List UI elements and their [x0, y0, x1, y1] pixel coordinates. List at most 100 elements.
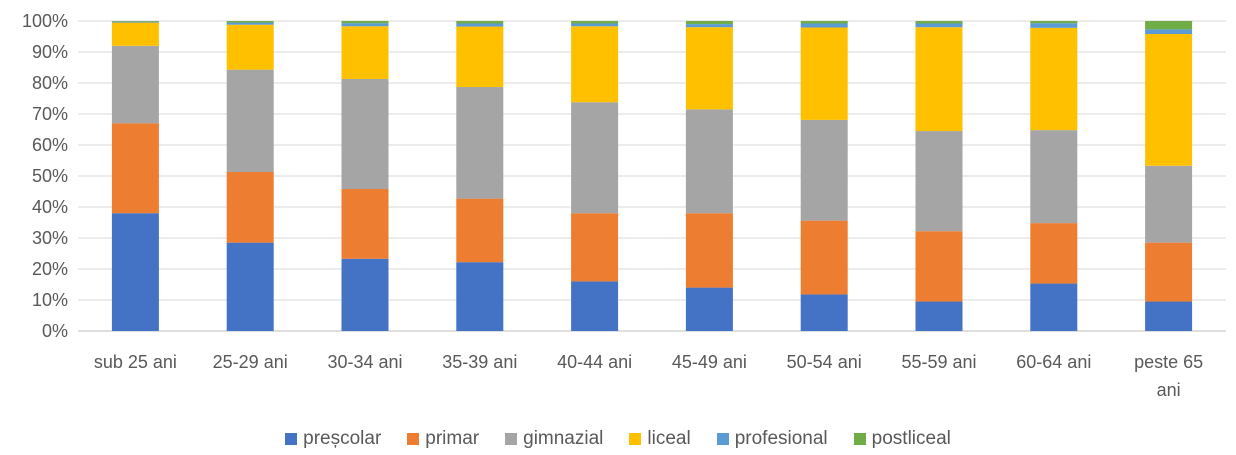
bar-segment	[111, 21, 159, 22]
bar-segment	[800, 21, 848, 24]
bar-segment	[571, 281, 619, 331]
bar-segment	[685, 21, 733, 25]
bar-segment	[456, 198, 504, 263]
legend-swatch	[285, 433, 298, 445]
bar-segment	[1030, 283, 1078, 331]
y-tick-label: 30%	[32, 228, 68, 248]
y-axis-ticks: 0% 10% 20% 30% 40% 50% 60% 70% 80% 90% 100%	[22, 11, 68, 341]
bar-segment	[456, 87, 504, 199]
legend-label: liceal	[647, 428, 691, 449]
x-tick-label: peste 65 ani	[1134, 352, 1203, 400]
bar-segment	[571, 213, 619, 282]
x-tick-label: 60-64 ani	[1016, 352, 1091, 372]
legend-swatch	[853, 433, 866, 445]
bar-segment	[456, 23, 504, 27]
bar-segment	[915, 231, 963, 302]
bar-segment	[1145, 165, 1193, 243]
bar-segment	[341, 78, 389, 190]
bar-segment	[341, 258, 389, 331]
bar-segment	[111, 213, 159, 331]
bar-segment	[111, 123, 159, 214]
legend-item: gimnazial	[505, 428, 603, 450]
bar-segment	[800, 119, 848, 221]
legend-label: primar	[425, 428, 480, 449]
legend-item: liceal	[629, 428, 691, 450]
stacked-bar-chart: 0% 10% 20% 30% 40% 50% 60% 70% 80% 90% 100% sub 25…	[22, 11, 1226, 400]
bar-segment	[685, 287, 733, 331]
y-tick-label: 60%	[32, 135, 68, 155]
bar-segment	[1145, 29, 1193, 35]
bar-segment	[685, 109, 733, 214]
bar-segment	[1030, 23, 1078, 28]
bar-segment	[915, 131, 963, 232]
y-tick-label: 20%	[32, 259, 68, 279]
y-tick-label: 100%	[22, 11, 68, 31]
x-tick-label: 55-59 ani	[901, 352, 976, 372]
y-tick-label: 90%	[32, 42, 68, 62]
bar-segment	[1030, 27, 1078, 131]
bar-segment	[226, 69, 274, 172]
x-tick-label: 50-54 ani	[787, 352, 862, 372]
bar-segment	[800, 27, 848, 120]
legend-label: postliceal	[871, 428, 951, 449]
bar-segment	[111, 45, 159, 124]
bars	[111, 21, 1193, 331]
bar-segment	[915, 21, 963, 24]
bar-segment	[571, 21, 619, 24]
legend-swatch	[629, 433, 642, 445]
legend-item: preșcolar	[285, 428, 381, 450]
bar-segment	[456, 21, 504, 24]
bar-segment	[915, 23, 963, 28]
x-axis-ticks: sub 25 ani 25-29 ani 30-34 ani 35-39 ani 40-…	[94, 352, 1203, 400]
legend-swatch	[407, 433, 420, 445]
x-tick-label: 25-29 ani	[213, 352, 288, 372]
legend-item: postliceal	[853, 428, 951, 450]
x-tick-label: sub 25 ani	[94, 352, 177, 372]
legend-label: profesional	[734, 428, 828, 449]
bar-segment	[1145, 34, 1193, 166]
bar-segment	[915, 301, 963, 331]
y-tick-label: 40%	[32, 197, 68, 217]
bar-segment	[685, 27, 733, 110]
bar-segment	[1030, 223, 1078, 284]
bar-segment	[1145, 301, 1193, 331]
bar-segment	[226, 242, 274, 331]
bar-segment	[685, 213, 733, 288]
bar-segment	[341, 26, 389, 79]
bar-segment	[341, 189, 389, 259]
bar-segment	[1145, 21, 1193, 30]
legend-label: gimnazial	[523, 428, 604, 449]
bar-segment	[1030, 21, 1078, 24]
bar-segment	[341, 23, 389, 27]
bar-segment	[226, 24, 274, 70]
bar-segment	[226, 171, 274, 243]
bar-segment	[800, 294, 848, 331]
bar-segment	[800, 220, 848, 295]
bar-segment	[1145, 242, 1193, 302]
bar-segment	[111, 22, 159, 46]
bar-segment	[111, 21, 159, 23]
legend: preșcolar primar gimnazial liceal profesiona…	[0, 428, 1236, 450]
bar-segment	[341, 21, 389, 24]
legend-swatch	[716, 433, 729, 445]
bar-segment	[456, 262, 504, 331]
bar-segment	[915, 27, 963, 132]
bar-segment	[1030, 130, 1078, 224]
y-tick-label: 10%	[32, 290, 68, 310]
x-tick-label: 30-34 ani	[327, 352, 402, 372]
bar-segment	[685, 24, 733, 28]
bar-segment	[800, 23, 848, 28]
y-tick-label: 80%	[32, 73, 68, 93]
legend-label: preșcolar	[303, 428, 382, 449]
legend-item: primar	[407, 428, 479, 450]
bar-segment	[571, 102, 619, 214]
y-tick-label: 50%	[32, 166, 68, 186]
bar-segment	[226, 22, 274, 25]
bar-segment	[571, 23, 619, 27]
x-tick-label: 40-44 ani	[557, 352, 632, 372]
y-tick-label: 0%	[42, 321, 68, 341]
legend-swatch	[505, 433, 518, 445]
x-tick-label: 35-39 ani	[442, 352, 517, 372]
bar-segment	[456, 26, 504, 88]
bar-segment	[571, 26, 619, 103]
